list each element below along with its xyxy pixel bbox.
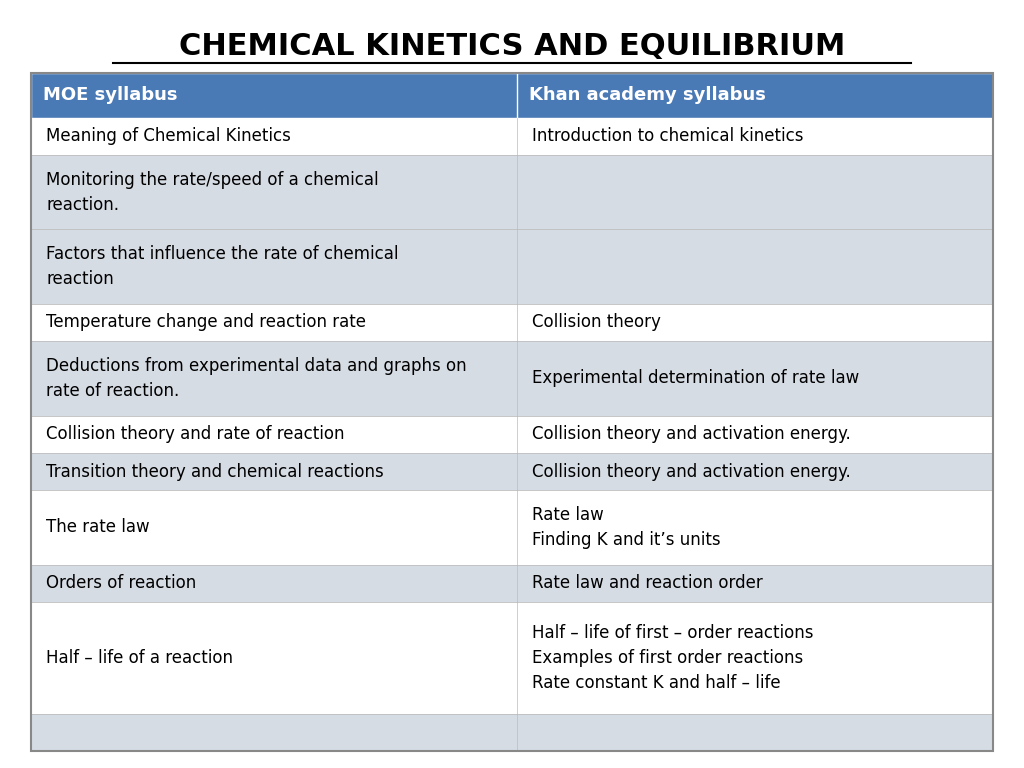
Text: Introduction to chemical kinetics: Introduction to chemical kinetics — [532, 127, 804, 145]
Text: Monitoring the rate/speed of a chemical
reaction.: Monitoring the rate/speed of a chemical … — [46, 170, 379, 214]
Text: Experimental determination of rate law: Experimental determination of rate law — [532, 369, 860, 387]
Text: Deductions from experimental data and graphs on
rate of reaction.: Deductions from experimental data and gr… — [46, 357, 467, 400]
Bar — [31, 230, 993, 304]
Text: CHEMICAL KINETICS AND EQUILIBRIUM: CHEMICAL KINETICS AND EQUILIBRIUM — [179, 32, 845, 61]
Text: Collision theory and activation energy.: Collision theory and activation energy. — [532, 462, 851, 481]
Text: Collision theory: Collision theory — [532, 313, 662, 332]
Bar — [31, 453, 993, 490]
Bar — [31, 602, 993, 713]
Text: Transition theory and chemical reactions: Transition theory and chemical reactions — [46, 462, 384, 481]
Text: Orders of reaction: Orders of reaction — [46, 574, 197, 592]
Bar — [31, 415, 993, 453]
Bar — [31, 304, 993, 341]
Text: Half – life of first – order reactions
Examples of first order reactions
Rate co: Half – life of first – order reactions E… — [532, 624, 814, 692]
Bar — [31, 341, 993, 415]
Bar — [31, 73, 993, 118]
Text: Half – life of a reaction: Half – life of a reaction — [46, 649, 233, 667]
Text: Temperature change and reaction rate: Temperature change and reaction rate — [46, 313, 367, 332]
Bar — [31, 490, 993, 564]
Bar — [31, 118, 993, 155]
Text: Rate law and reaction order: Rate law and reaction order — [532, 574, 763, 592]
Text: Rate law
Finding K and it’s units: Rate law Finding K and it’s units — [532, 506, 721, 549]
Bar — [31, 73, 993, 751]
Text: Khan academy syllabus: Khan academy syllabus — [529, 86, 766, 104]
Text: Collision theory and activation energy.: Collision theory and activation energy. — [532, 425, 851, 443]
Bar — [31, 713, 993, 751]
Text: The rate law: The rate law — [46, 518, 150, 537]
Bar — [31, 155, 993, 230]
Text: MOE syllabus: MOE syllabus — [43, 86, 177, 104]
Bar — [31, 564, 993, 602]
Text: Meaning of Chemical Kinetics: Meaning of Chemical Kinetics — [46, 127, 291, 145]
Text: Collision theory and rate of reaction: Collision theory and rate of reaction — [46, 425, 345, 443]
Text: Factors that influence the rate of chemical
reaction: Factors that influence the rate of chemi… — [46, 245, 398, 288]
